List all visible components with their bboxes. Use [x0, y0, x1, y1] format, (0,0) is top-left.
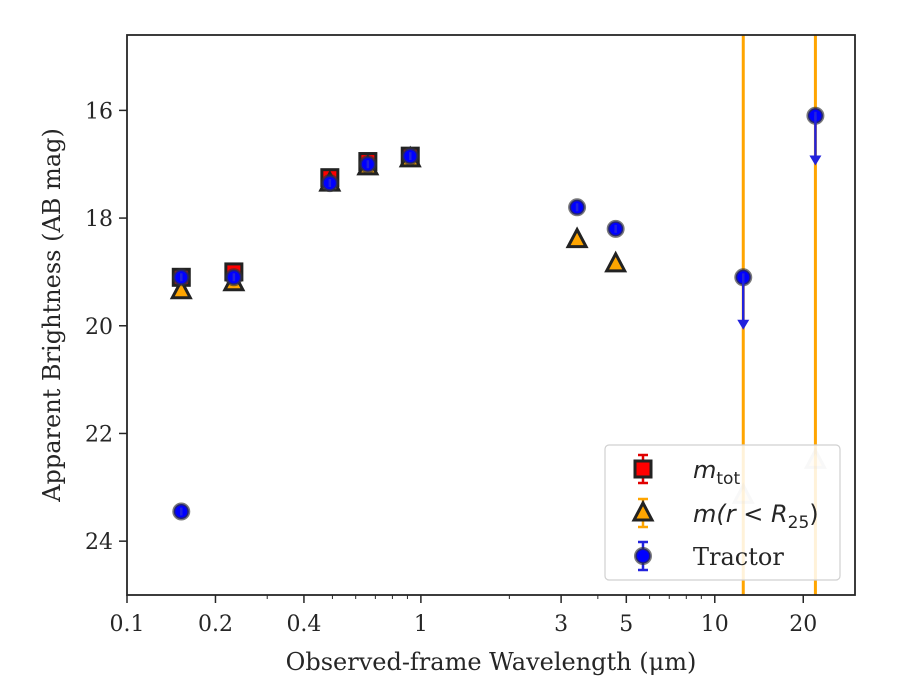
upper-limit-arrow	[809, 155, 822, 166]
legend: mtot m(r < R25) Tractor	[604, 444, 841, 581]
upper-limit-arrow	[737, 319, 750, 330]
x-tick-label: 1	[414, 612, 428, 637]
x-tick-label: 20	[789, 612, 817, 637]
x-tick-label: 0.1	[110, 612, 145, 637]
plot-frame	[126, 34, 856, 596]
legend-box	[604, 444, 841, 581]
y-tick-label: 24	[85, 530, 113, 555]
legend-label-tractor: Tractor	[693, 543, 784, 571]
x-tick-label: 0.2	[198, 612, 233, 637]
y-tick-label: 20	[85, 315, 113, 340]
legend-marker	[631, 499, 655, 522]
legend-marker	[633, 459, 653, 479]
x-tick-label: 5	[619, 612, 633, 637]
legend-label-mr25: m(r < R25)	[693, 500, 819, 533]
y-tick-label: 16	[85, 99, 113, 124]
y-tick-label: 22	[85, 422, 113, 447]
x-axis-label: Observed-frame Wavelength (μm)	[286, 648, 697, 676]
mr25-point	[604, 250, 628, 273]
axis-ticks: 0.1 0.2 0.4 1 3 5 10 20 16 18 20 22 24	[85, 99, 817, 637]
x-tick-label: 3	[554, 612, 568, 637]
legend-marker	[634, 547, 652, 565]
x-tick-label: 0.4	[286, 612, 321, 637]
legend-label-mtot: mtot	[693, 456, 740, 489]
mr25-point	[169, 277, 193, 300]
y-tick-label: 18	[85, 207, 113, 232]
y-axis-label: Apparent Brightness (AB mag)	[38, 128, 66, 503]
x-tick-label: 10	[701, 612, 729, 637]
mr25-point	[565, 226, 589, 249]
